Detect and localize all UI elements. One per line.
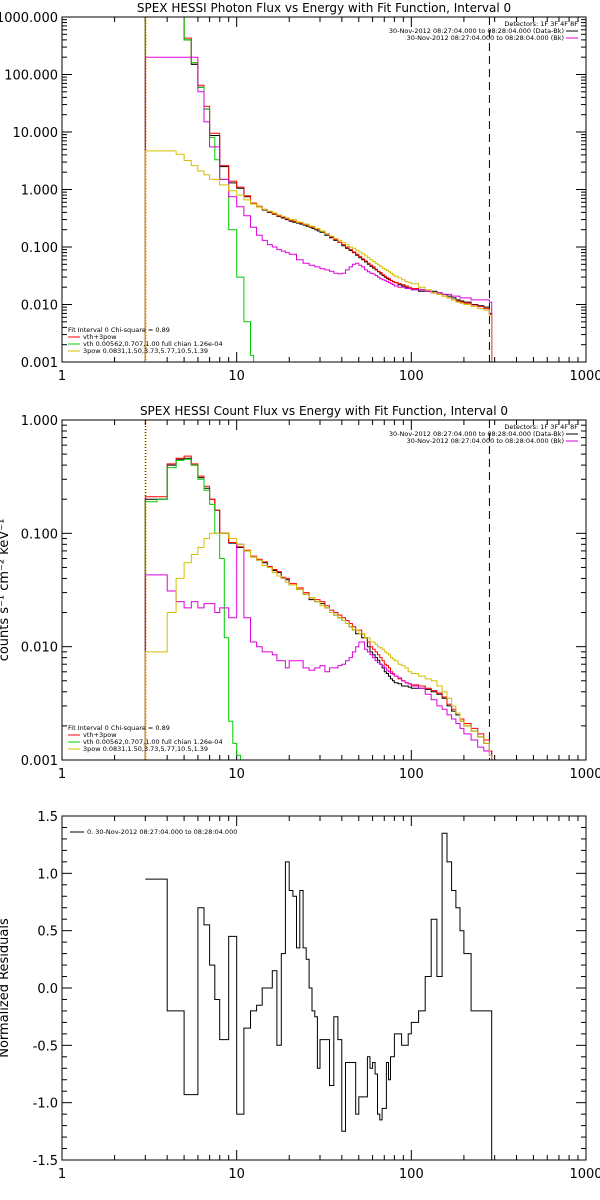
chart-1-legend-fit-line: vth 0.00562,0.707,1.00 full chian 1.26e-… xyxy=(83,340,223,348)
chart-3-y-tick-label: -1.5 xyxy=(33,1154,58,1169)
chart-2-legend-detectors: Detectors: 1F 3F 4F 8F xyxy=(504,423,578,431)
chart-2-title: SPEX HESSI Count Flux vs Energy with Fit… xyxy=(140,404,508,418)
chart-1-y-tick-label: 100.000 xyxy=(4,69,58,84)
chart-2-series-5-line xyxy=(144,532,493,760)
chart-2-x-tick-label: 10 xyxy=(228,767,245,782)
chart-2-y-axis-label: counts s⁻¹ cm⁻² keV⁻¹ xyxy=(0,519,12,662)
chart-1-legend-detectors: Detectors: 1F 3F 4F 8F xyxy=(504,20,578,28)
chart-2-legend-interval: 30-Nov-2012 08:27:04.000 to 08:28:04.000… xyxy=(389,430,564,438)
chart-2-series-4-line xyxy=(144,543,493,760)
chart-2-legend-fit-line: vth 0.00562,0.707,1.00 full chian 1.26e-… xyxy=(83,738,223,746)
chart-3-frame xyxy=(61,815,587,1161)
chart-3-y-tick-label: -1.0 xyxy=(33,1097,58,1112)
chart-1-y-tick-label: 1000.000 xyxy=(0,11,58,26)
chart-2-legend-fit-line: 3pow 0.0831,1.50,3.73,5.77,10.5,1.39 xyxy=(83,745,208,753)
chart-2-series-2-line xyxy=(144,455,493,760)
chart-2-series-1-line xyxy=(144,457,493,760)
chart-3-y-tick-label: -0.5 xyxy=(33,1039,58,1054)
chart-1-y-tick-label: 0.010 xyxy=(21,299,58,314)
chart-3-x-tick-label: 10 xyxy=(228,1167,245,1182)
chart-1-y-tick-label: 0.100 xyxy=(21,241,58,256)
chart-2-legend-fit-header: Fit Interval 0 Chi-square = 0.89 xyxy=(68,724,170,732)
chart-2-frame xyxy=(61,419,587,761)
chart-1-series-1-line xyxy=(144,17,493,362)
chart-2-legend-interval: 30-Nov-2012 08:27:04.000 to 08:28:04.000… xyxy=(407,437,564,445)
chart-2-y-tick-label: 0.010 xyxy=(21,641,58,656)
chart-2-y-tick-label: 0.100 xyxy=(21,527,58,542)
chart-1-legend-fit-header: Fit Interval 0 Chi-square = 0.89 xyxy=(68,326,170,334)
chart-3-y-tick-label: 0.0 xyxy=(37,982,58,997)
chart-2-y-tick-label: 0.001 xyxy=(21,754,58,769)
chart-1-legend-fit-line: 3pow 0.0831,1.50,3.73,5.77,10.5,1.39 xyxy=(83,347,208,355)
chart-3-y-axis-label: Normalized Residuals xyxy=(0,918,12,1058)
chart-1-x-tick-label: 1000 xyxy=(569,369,600,384)
chart-2-x-tick-label: 1 xyxy=(58,767,66,782)
chart-3-x-tick-label: 1000 xyxy=(569,1167,600,1182)
chart-1-series-4-line xyxy=(144,56,493,362)
chart-1-legend-interval: 30-Nov-2012 08:27:04.000 to 08:28:04.000… xyxy=(389,27,564,35)
chart-1-y-tick-label: 10.000 xyxy=(13,126,59,141)
chart-2-legend-fit-line: vth+3pow xyxy=(83,731,117,739)
chart-1-series-5-line xyxy=(144,150,493,362)
chart-3-legend-interval: 0. 30-Nov-2012 08:27:04.000 to 08:28:04.… xyxy=(87,828,237,836)
chart-1-series-3-line xyxy=(144,17,256,362)
chart-2-x-tick-label: 100 xyxy=(399,767,424,782)
chart-2-y-tick-label: 1.000 xyxy=(21,414,58,429)
chart-2-series-3-line xyxy=(144,458,247,760)
chart-1-y-tick-label: 0.001 xyxy=(21,356,58,371)
chart-1-legend-interval: 30-Nov-2012 08:27:04.000 to 08:28:04.000… xyxy=(407,34,564,42)
chart-3-y-tick-label: 1.0 xyxy=(37,867,58,882)
chart-1-y-tick-label: 1.000 xyxy=(21,184,58,199)
chart-1-x-tick-label: 10 xyxy=(228,369,245,384)
chart-3-x-tick-label: 1 xyxy=(58,1167,66,1182)
chart-2-x-tick-label: 1000 xyxy=(569,767,600,782)
chart-3-y-tick-label: 1.5 xyxy=(37,810,58,825)
chart-3-series-1-line xyxy=(145,832,493,1160)
chart-1-title: SPEX HESSI Photon Flux vs Energy with Fi… xyxy=(137,1,511,15)
chart-3-x-tick-label: 100 xyxy=(399,1167,424,1182)
chart-1-x-tick-label: 100 xyxy=(399,369,424,384)
chart-1-legend-fit-line: vth+3pow xyxy=(83,333,117,341)
chart-1-x-tick-label: 1 xyxy=(58,369,66,384)
chart-3-y-tick-label: 0.5 xyxy=(37,925,58,940)
chart-1-series-2-line xyxy=(144,17,493,362)
chart-1-frame xyxy=(61,16,587,363)
